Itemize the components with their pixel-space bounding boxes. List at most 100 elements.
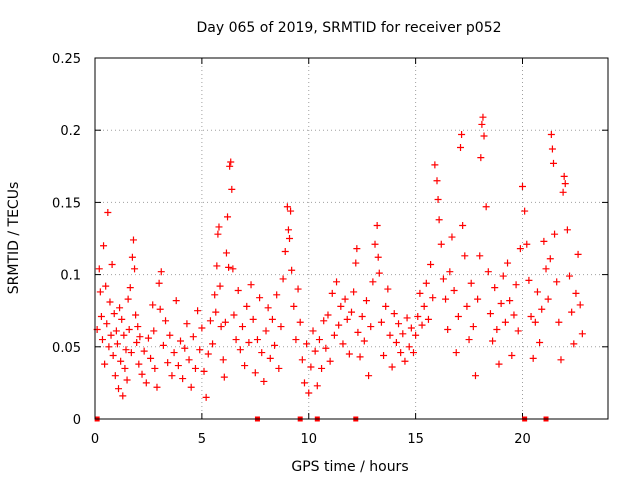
data-point	[183, 320, 191, 328]
data-point	[219, 356, 227, 364]
data-point	[512, 281, 520, 289]
data-point	[320, 317, 328, 325]
data-point	[138, 370, 146, 378]
data-point	[144, 334, 152, 342]
data-point	[324, 311, 332, 319]
data-point	[153, 383, 161, 391]
data-point	[482, 203, 490, 211]
data-point	[529, 354, 537, 362]
data-point	[412, 331, 420, 339]
data-point	[307, 363, 315, 371]
data-point	[102, 282, 110, 290]
data-point	[142, 379, 150, 387]
data-point	[106, 298, 114, 306]
axis-ticks	[94, 57, 608, 420]
data-point	[446, 268, 454, 276]
data-point	[318, 364, 326, 372]
data-point	[247, 281, 255, 289]
data-point	[497, 299, 505, 307]
data-point	[136, 333, 144, 341]
data-point	[531, 318, 539, 326]
data-point	[538, 305, 546, 313]
data-point	[256, 294, 264, 302]
data-point	[429, 294, 437, 302]
chart-title: Day 065 of 2019, SRMTID for receiver p05…	[196, 20, 501, 36]
data-point	[397, 349, 405, 357]
x-tick-label: 20	[514, 432, 531, 447]
data-point	[275, 364, 283, 372]
data-point	[341, 295, 349, 303]
data-point	[493, 325, 501, 333]
data-point	[268, 315, 276, 323]
data-point	[260, 377, 268, 385]
data-point	[463, 302, 471, 310]
data-point	[121, 364, 129, 372]
data-point	[140, 347, 148, 355]
data-point	[241, 362, 249, 370]
data-point	[185, 356, 193, 364]
data-point	[474, 295, 482, 303]
data-point	[157, 268, 165, 276]
data-point	[133, 338, 141, 346]
data-point	[352, 259, 360, 267]
data-point	[476, 252, 484, 260]
data-point	[360, 337, 368, 345]
data-point	[226, 162, 234, 170]
data-point	[549, 159, 557, 167]
data-point	[465, 336, 473, 344]
data-point	[480, 132, 488, 140]
data-point	[217, 323, 225, 331]
data-point	[95, 265, 103, 273]
data-point	[416, 289, 424, 297]
data-point	[172, 297, 180, 305]
data-point	[399, 330, 407, 338]
y-tick-label: 0.05	[52, 341, 81, 356]
data-point	[298, 356, 306, 364]
data-point	[123, 376, 131, 384]
data-point	[287, 207, 295, 215]
data-point	[266, 354, 274, 362]
data-point	[271, 341, 279, 349]
data-point	[162, 317, 170, 325]
data-point	[149, 301, 157, 309]
grid-lines	[95, 58, 608, 419]
data-points	[93, 113, 586, 401]
data-point	[448, 233, 456, 241]
data-point	[228, 185, 236, 193]
data-point	[170, 349, 178, 357]
data-point	[229, 265, 237, 273]
data-point	[294, 285, 302, 293]
data-point	[521, 207, 529, 215]
data-point	[506, 297, 514, 305]
data-point	[213, 262, 221, 270]
data-point	[212, 308, 220, 316]
data-point	[115, 385, 123, 393]
data-point	[147, 354, 155, 362]
data-point	[292, 336, 300, 344]
data-point	[572, 289, 580, 297]
y-axis-title: SRMTID / TECUs	[6, 182, 22, 295]
x-tick-label: 0	[91, 432, 99, 447]
data-point	[510, 311, 518, 319]
data-point	[508, 351, 516, 359]
data-point	[435, 216, 443, 224]
data-point	[471, 372, 479, 380]
x-tick-label: 15	[407, 432, 424, 447]
data-point	[236, 346, 244, 354]
data-point	[281, 247, 289, 255]
data-point	[576, 301, 584, 309]
data-point	[388, 363, 396, 371]
data-point	[414, 312, 422, 320]
data-point	[155, 279, 163, 287]
data-point	[326, 357, 334, 365]
data-point	[105, 343, 113, 351]
data-point	[559, 188, 567, 196]
data-point	[127, 349, 135, 357]
data-point	[459, 222, 467, 230]
data-point	[382, 302, 390, 310]
data-point	[225, 263, 233, 271]
data-point	[227, 158, 235, 166]
data-point	[96, 288, 104, 296]
data-point	[427, 260, 435, 268]
